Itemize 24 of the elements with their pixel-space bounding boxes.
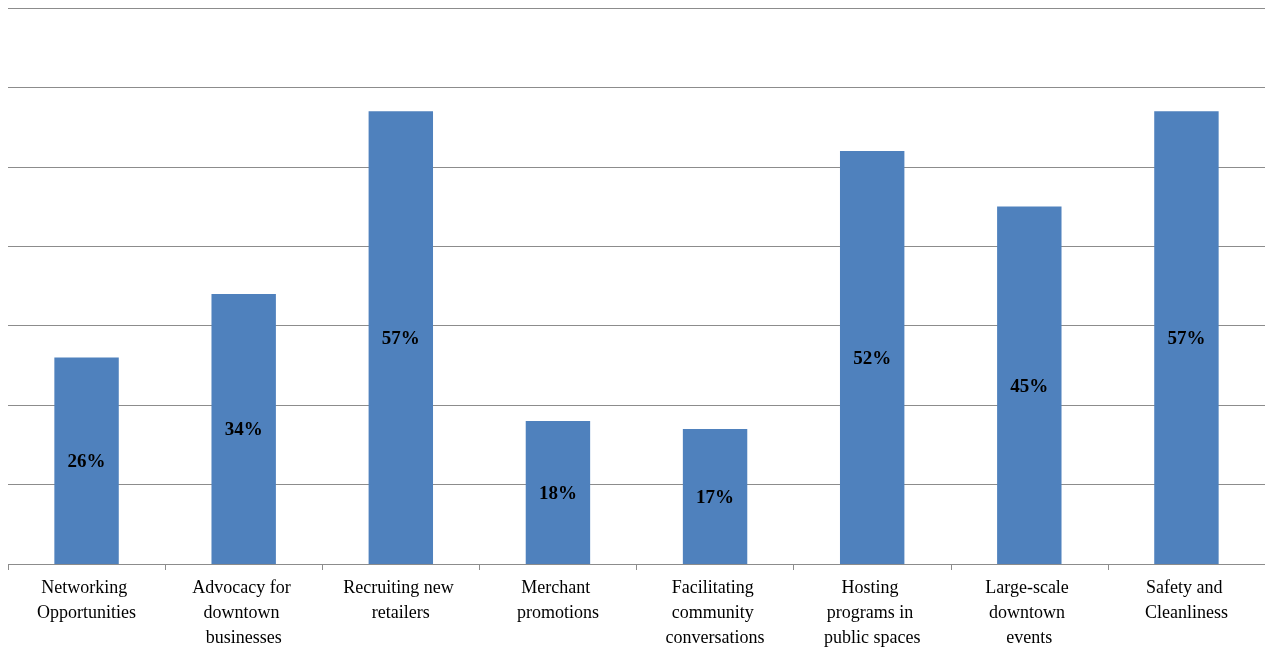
bar <box>368 111 434 564</box>
x-tick-label: Advocacy for downtown businesses <box>192 576 296 647</box>
bar <box>1154 111 1219 564</box>
data-label: 57% <box>1167 327 1206 349</box>
data-label: 57% <box>381 327 420 349</box>
bar <box>211 293 276 564</box>
bar <box>54 357 119 564</box>
data-label: 52% <box>853 346 892 368</box>
x-tick-label: Networking Opportunities <box>37 576 137 622</box>
x-tick-label: Merchant promotions <box>516 576 599 622</box>
bar <box>682 428 748 564</box>
x-tick-label: Safety and Cleanliness <box>1144 576 1228 622</box>
x-tick-label: Hosting programs in public spaces <box>823 576 921 647</box>
data-label: 26% <box>67 450 106 472</box>
bar <box>839 150 905 564</box>
x-tick-label: Facilitating community conversations <box>665 576 765 647</box>
data-label: 17% <box>696 485 735 507</box>
x-tick-label: Recruiting new retailers <box>343 576 459 622</box>
data-label: 34% <box>224 418 263 440</box>
bar <box>525 421 591 564</box>
data-label: 18% <box>538 482 577 504</box>
bar <box>997 206 1062 564</box>
data-label: 45% <box>1010 374 1049 396</box>
x-tick-label: Large-scale downtown events <box>985 576 1074 647</box>
